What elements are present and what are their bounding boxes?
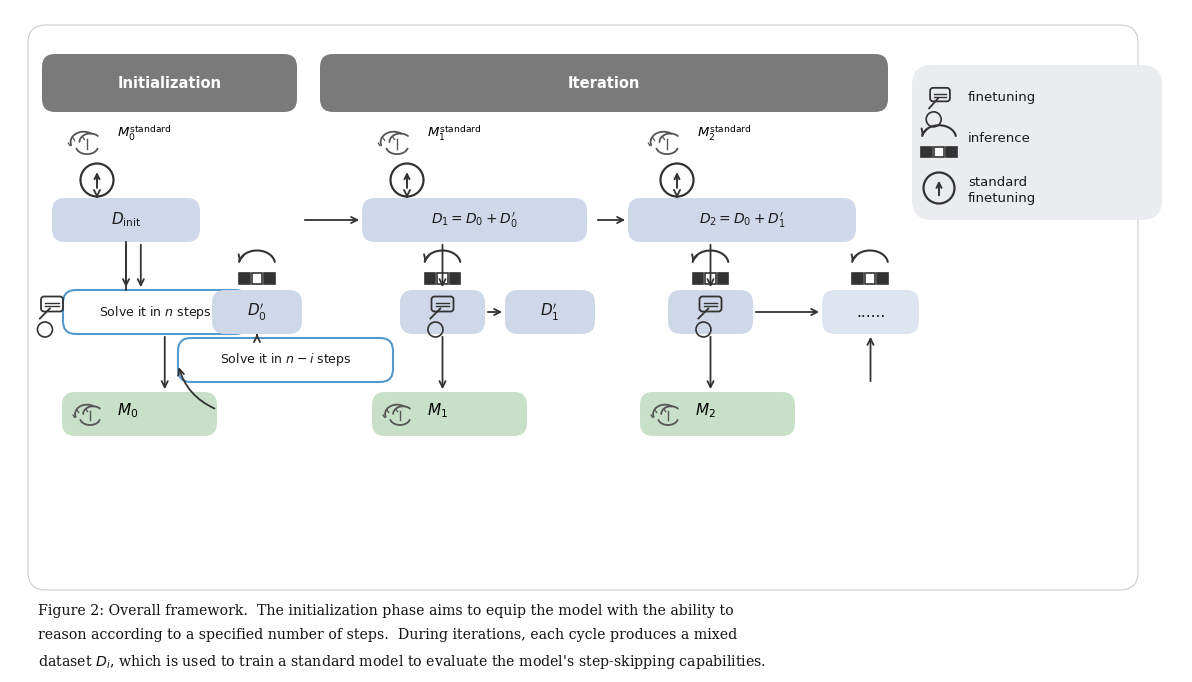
FancyBboxPatch shape [52, 198, 200, 242]
Text: $M_1$: $M_1$ [427, 402, 448, 420]
Text: Iteration: Iteration [567, 76, 640, 91]
Text: Solve it in $n - i$ steps: Solve it in $n - i$ steps [219, 351, 352, 368]
Text: $M_0$: $M_0$ [117, 402, 138, 420]
FancyBboxPatch shape [912, 65, 1162, 220]
FancyBboxPatch shape [63, 290, 248, 334]
Text: $D_1 = D_0 + D_0'$: $D_1 = D_0 + D_0'$ [432, 211, 517, 230]
Text: reason according to a specified number of steps.  During iterations, each cycle : reason according to a specified number o… [38, 629, 737, 642]
FancyBboxPatch shape [362, 198, 586, 242]
Bar [693, 273, 703, 284]
Text: inference: inference [968, 132, 1031, 145]
FancyBboxPatch shape [401, 290, 485, 334]
Bar [437, 273, 448, 284]
Bar [240, 273, 250, 284]
Text: Solve it in $n$ steps: Solve it in $n$ steps [99, 303, 212, 321]
FancyBboxPatch shape [62, 392, 217, 436]
Bar [933, 147, 944, 157]
Text: $D_1'$: $D_1'$ [540, 301, 560, 323]
Text: $M_1^{\mathrm{standard}}$: $M_1^{\mathrm{standard}}$ [427, 123, 482, 143]
FancyBboxPatch shape [42, 54, 297, 112]
Bar [449, 273, 460, 284]
Bar [921, 147, 932, 157]
FancyBboxPatch shape [505, 290, 595, 334]
Bar [864, 273, 875, 284]
FancyBboxPatch shape [27, 25, 1138, 590]
FancyBboxPatch shape [212, 290, 302, 334]
FancyBboxPatch shape [668, 290, 753, 334]
Bar [946, 147, 957, 157]
FancyBboxPatch shape [822, 290, 919, 334]
Text: $M_2$: $M_2$ [695, 402, 716, 420]
Bar [877, 273, 888, 284]
Bar [265, 273, 274, 284]
Text: dataset $D_i$, which is used to train a standard model to evaluate the model's s: dataset $D_i$, which is used to train a … [38, 653, 766, 671]
Bar [706, 273, 715, 284]
Text: $M_0^{\mathrm{standard}}$: $M_0^{\mathrm{standard}}$ [117, 123, 172, 143]
Text: $D_2 = D_0 + D_1'$: $D_2 = D_0 + D_1'$ [699, 211, 786, 230]
Text: $D_{\mathrm{init}}$: $D_{\mathrm{init}}$ [111, 211, 141, 229]
Text: finetuning: finetuning [968, 91, 1036, 104]
FancyBboxPatch shape [319, 54, 888, 112]
Bar [252, 273, 262, 284]
FancyBboxPatch shape [640, 392, 795, 436]
Text: $D_0'$: $D_0'$ [247, 301, 267, 323]
FancyBboxPatch shape [372, 392, 527, 436]
FancyBboxPatch shape [628, 198, 856, 242]
FancyBboxPatch shape [178, 338, 393, 382]
Bar [852, 273, 863, 284]
Text: standard
finetuning: standard finetuning [968, 175, 1036, 205]
Bar [718, 273, 728, 284]
Text: Initialization: Initialization [118, 76, 222, 91]
Bar [424, 273, 435, 284]
Text: $M_2^{\mathrm{standard}}$: $M_2^{\mathrm{standard}}$ [697, 123, 752, 143]
Text: ......: ...... [856, 304, 886, 319]
Text: Figure 2: Overall framework.  The initialization phase aims to equip the model w: Figure 2: Overall framework. The initial… [38, 604, 734, 618]
